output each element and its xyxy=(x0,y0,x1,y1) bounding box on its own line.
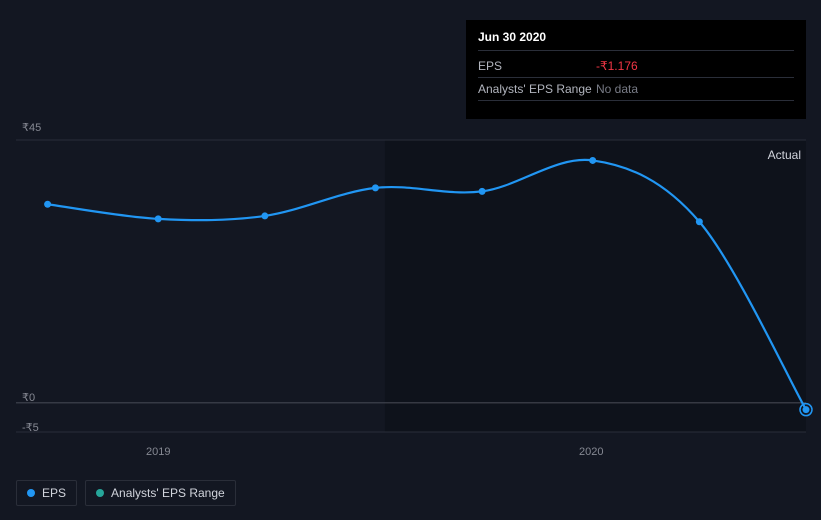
x-axis-tick-label: 2020 xyxy=(579,446,603,458)
tooltip-row-label: EPS xyxy=(478,57,596,75)
eps-point[interactable] xyxy=(479,188,486,195)
eps-point[interactable] xyxy=(261,212,268,219)
chart-legend: EPS Analysts' EPS Range xyxy=(16,480,236,506)
eps-point[interactable] xyxy=(372,184,379,191)
legend-item[interactable]: Analysts' EPS Range xyxy=(85,480,236,506)
eps-chart-container: Actual Jun 30 2020 EPS-₹1.176Analysts' E… xyxy=(0,0,821,520)
eps-point[interactable] xyxy=(803,406,810,413)
eps-point[interactable] xyxy=(589,157,596,164)
plot-area[interactable] xyxy=(16,140,806,432)
eps-point[interactable] xyxy=(155,215,162,222)
actual-period-label: Actual xyxy=(768,148,801,162)
legend-item-label: Analysts' EPS Range xyxy=(111,486,225,500)
tooltip-row: Analysts' EPS RangeNo data xyxy=(478,78,794,101)
legend-dot-icon xyxy=(96,489,104,497)
legend-item[interactable]: EPS xyxy=(16,480,77,506)
legend-item-label: EPS xyxy=(42,486,66,500)
legend-dot-icon xyxy=(27,489,35,497)
chart-tooltip: Jun 30 2020 EPS-₹1.176Analysts' EPS Rang… xyxy=(466,20,806,119)
y-axis-tick-label: ₹45 xyxy=(22,121,41,134)
tooltip-row-label: Analysts' EPS Range xyxy=(478,80,596,98)
x-axis-tick-label: 2019 xyxy=(146,446,170,458)
tooltip-row-value: -₹1.176 xyxy=(596,57,638,75)
eps-point[interactable] xyxy=(44,201,51,208)
actual-text: Actual xyxy=(768,148,801,162)
eps-point[interactable] xyxy=(696,218,703,225)
tooltip-row: EPS-₹1.176 xyxy=(478,55,794,78)
chart-svg xyxy=(16,140,806,432)
tooltip-date: Jun 30 2020 xyxy=(478,28,794,51)
y-axis-tick-label: ₹0 xyxy=(22,391,35,404)
y-axis-tick-label: -₹5 xyxy=(22,421,39,434)
tooltip-row-value: No data xyxy=(596,80,638,98)
